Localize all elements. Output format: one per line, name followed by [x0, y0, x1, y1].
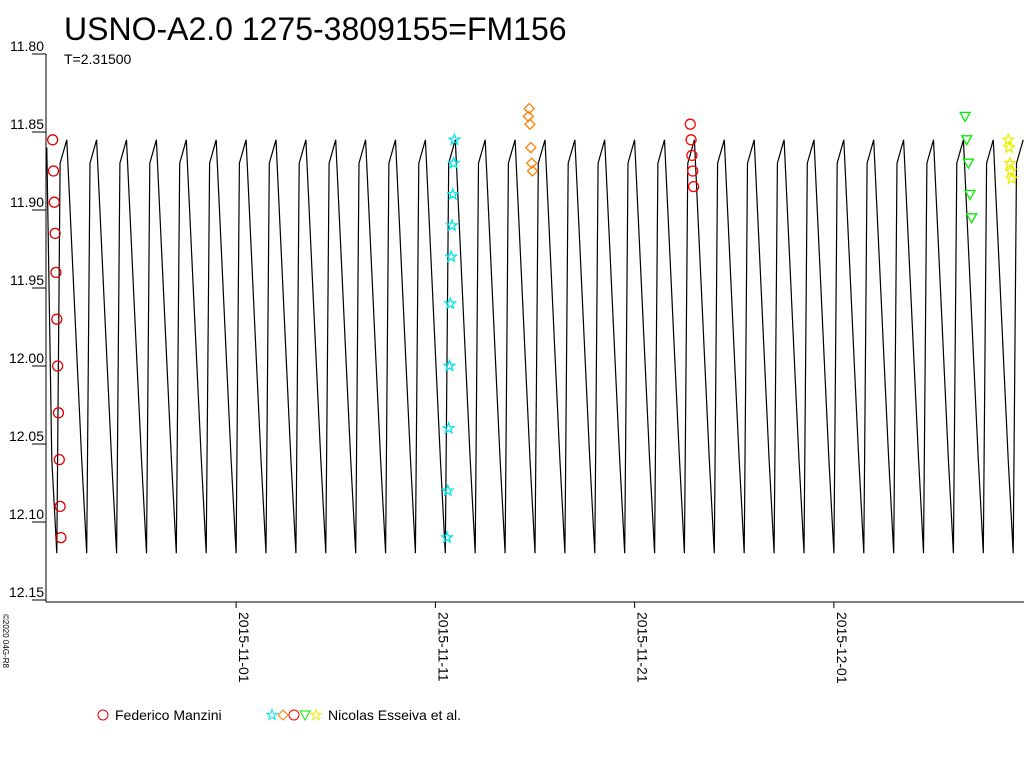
marker — [1002, 155, 1017, 170]
marker — [686, 149, 698, 162]
legend-symbol — [288, 709, 300, 721]
y-tick-label: 11.85 — [10, 116, 44, 132]
marker — [447, 132, 462, 146]
marker — [963, 189, 977, 201]
marker — [46, 134, 59, 146]
x-tick-label: 2015-11-11 — [435, 612, 451, 682]
x-tick-label: 2015-12-01 — [834, 612, 850, 684]
marker — [445, 186, 460, 201]
marker — [965, 213, 978, 225]
marker — [50, 266, 62, 279]
marker — [1003, 163, 1018, 177]
marker — [52, 407, 65, 419]
legend-symbol — [277, 709, 289, 721]
marker — [1001, 132, 1016, 146]
legend-label: Nicolas Esseiva et al. — [328, 707, 461, 723]
marker — [439, 530, 455, 544]
marker — [51, 313, 63, 325]
credit: ©2020 04G-R8 — [1, 614, 10, 668]
marker — [1004, 171, 1019, 185]
marker — [442, 358, 457, 372]
marker — [47, 165, 60, 177]
marker — [958, 111, 972, 123]
model-curve — [46, 139, 1024, 554]
marker — [440, 483, 455, 497]
marker — [446, 155, 461, 170]
marker — [55, 531, 67, 544]
marker — [687, 180, 700, 193]
marker — [443, 296, 458, 310]
legend-label: Federico Manzini — [115, 707, 222, 723]
marker — [962, 158, 975, 170]
marker — [49, 227, 61, 240]
marker — [684, 118, 696, 130]
marker — [960, 135, 973, 147]
x-tick-label: 2015-11-01 — [236, 612, 252, 683]
marker — [526, 165, 539, 177]
y-tick-label: 12.05 — [9, 428, 44, 444]
chart-subtitle: T=2.31500 — [64, 51, 132, 67]
marker — [441, 421, 456, 435]
y-tick-label: 12.00 — [9, 350, 44, 366]
marker — [444, 249, 459, 263]
y-tick-label: 11.95 — [10, 272, 44, 288]
marker — [51, 360, 64, 372]
marker — [1001, 140, 1017, 154]
legend-symbol — [97, 709, 109, 721]
y-tick-label: 12.15 — [9, 584, 44, 600]
y-tick-label: 11.90 — [10, 194, 44, 210]
marker — [48, 196, 60, 208]
chart-title: USNO-A2.0 1275-3809155=FM156 — [64, 11, 567, 47]
marker — [525, 157, 538, 170]
y-tick-label: 11.80 — [10, 38, 44, 54]
legend-symbol — [265, 707, 279, 721]
legend-symbol — [299, 710, 311, 722]
x-tick-label: 2015-11-21 — [635, 612, 651, 683]
marker — [444, 218, 460, 232]
marker — [523, 102, 536, 115]
marker — [524, 118, 536, 131]
marker — [53, 453, 65, 466]
marker — [54, 500, 66, 513]
marker — [685, 134, 697, 146]
marker — [524, 141, 537, 154]
legend-symbol — [309, 707, 323, 721]
y-tick-label: 12.10 — [9, 506, 44, 522]
marker — [687, 165, 699, 177]
